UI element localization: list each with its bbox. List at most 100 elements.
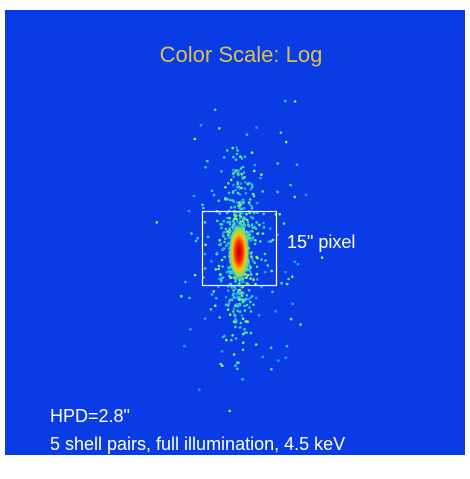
photon-event (215, 296, 218, 300)
photon-event (244, 224, 247, 227)
photon-event (251, 216, 255, 220)
photon-event (231, 191, 235, 195)
photon-event (221, 247, 225, 251)
photon-event (276, 162, 280, 165)
photon-event (224, 295, 228, 299)
photon-event (240, 157, 244, 160)
photon-event (261, 232, 265, 235)
photon-event (239, 155, 242, 158)
photon-event (250, 223, 254, 226)
photon-event (228, 223, 232, 226)
photon-event (218, 238, 221, 242)
photon-event (206, 235, 210, 239)
photon-event (260, 285, 263, 289)
photon-event (242, 221, 246, 225)
photon-event (233, 285, 236, 289)
photon-event (220, 350, 224, 353)
photon-event (238, 303, 242, 307)
photon-event (255, 277, 259, 281)
photon-event (238, 326, 242, 329)
photon-event (258, 223, 261, 227)
photon-event (251, 237, 254, 241)
photon-event (194, 239, 198, 243)
photon-event (296, 262, 300, 266)
photon-event (235, 201, 239, 204)
photon-event (228, 299, 231, 303)
photon-event (270, 367, 273, 371)
photon-event (236, 305, 239, 308)
photon-event (238, 282, 241, 285)
photon-event (226, 289, 230, 293)
photon-event (225, 211, 229, 215)
photon-event (203, 252, 207, 256)
photon-event (218, 316, 221, 319)
photon-event (233, 296, 236, 299)
photon-event (232, 218, 236, 221)
photon-event (228, 220, 231, 224)
photon-event (279, 131, 283, 134)
photon-event (244, 192, 248, 195)
photon-event (238, 310, 242, 313)
psf-core (228, 222, 250, 282)
photon-event (248, 211, 251, 215)
photon-event (248, 273, 252, 277)
photon-event (225, 243, 229, 247)
photon-event (244, 276, 248, 280)
photon-event (231, 285, 234, 289)
photon-event (254, 227, 258, 230)
photon-event (219, 273, 222, 276)
photon-event (250, 183, 254, 186)
photon-event (263, 252, 267, 256)
photon-event (246, 282, 250, 286)
photon-event (241, 165, 245, 169)
photon-event (241, 212, 244, 215)
photon-event (232, 310, 235, 313)
photon-event (193, 137, 197, 141)
photon-event (232, 289, 235, 292)
photon-event (212, 193, 216, 197)
photon-event (229, 178, 233, 182)
photon-event (253, 242, 257, 246)
photon-event (232, 307, 236, 311)
photon-event (250, 230, 254, 233)
photon-event (254, 282, 257, 286)
photon-event (196, 236, 199, 240)
photon-event (261, 355, 265, 359)
photon-event (245, 133, 249, 136)
photon-event (285, 282, 289, 286)
photon-event (226, 197, 229, 201)
photon-event (278, 212, 282, 216)
photon-event (236, 172, 240, 175)
photon-event (235, 169, 238, 172)
photon-event (226, 233, 230, 237)
photon-event (250, 255, 253, 258)
photon-event (228, 409, 231, 413)
photon-event (236, 361, 239, 365)
photon-event (220, 223, 224, 226)
photon-event (320, 256, 324, 259)
photon-event (248, 181, 251, 185)
photon-event (249, 300, 252, 304)
photon-event (243, 187, 247, 191)
photon-event (253, 163, 257, 167)
photon-event (234, 321, 238, 324)
photon-event (249, 277, 252, 280)
photon-event (245, 294, 249, 297)
photon-event (225, 270, 229, 274)
photon-event (255, 126, 258, 129)
photon-event (217, 264, 221, 268)
photon-event (269, 346, 273, 350)
image-title: Color Scale: Log (160, 42, 323, 67)
photon-event (247, 201, 251, 204)
photon-event (225, 230, 229, 233)
photon-event (187, 209, 191, 213)
photon-event (264, 259, 267, 262)
photon-event (232, 168, 235, 172)
photon-event (282, 222, 286, 225)
photon-event (219, 242, 223, 245)
photon-event (240, 294, 244, 298)
photon-event (230, 298, 234, 302)
photon-event (280, 281, 283, 285)
box-label: 15" pixel (287, 232, 355, 252)
photon-event (274, 310, 277, 313)
